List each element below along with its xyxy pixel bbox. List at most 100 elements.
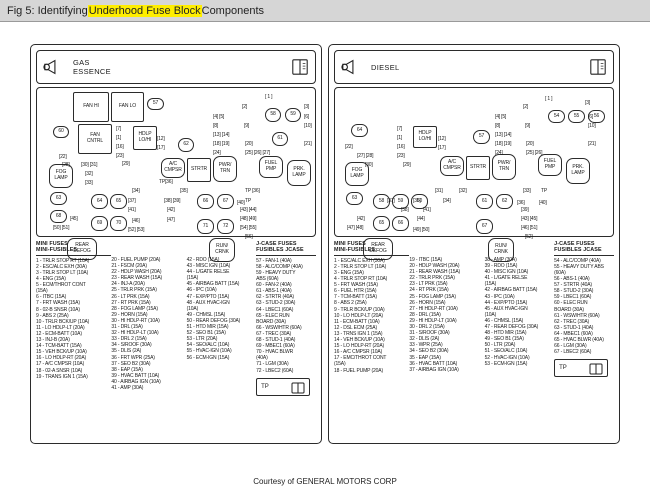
legend-column-3: 42 - RDO (15A) 43 - MISC IGN (10A) 44 - L/… <box>187 241 257 439</box>
cavity-label: [12] <box>438 136 446 142</box>
fuse-59-d[interactable]: 59 <box>392 194 409 209</box>
fuse-61[interactable]: 61 <box>272 132 288 146</box>
legend-item: (15A) <box>484 281 497 288</box>
fuse-55-d[interactable]: 55 <box>568 110 585 123</box>
legend-item: 34 - SEO B2 (30A) <box>409 348 449 355</box>
fuse-64-d[interactable]: 64 <box>351 124 368 137</box>
cavity-label: [52] [53] <box>128 227 145 233</box>
relay-label: STRTR <box>469 164 487 171</box>
fuse-61-d[interactable]: 61 <box>476 194 493 209</box>
fuse-56-d[interactable]: 56 <box>588 110 605 123</box>
fuse-62-d[interactable]: 62 <box>496 194 513 209</box>
pwr-trn-relay[interactable]: PWR/TRN <box>213 156 237 182</box>
pwr-trn-relay-d[interactable]: PWR/TRN <box>492 154 516 180</box>
fuse-64[interactable]: 64 <box>91 194 108 209</box>
legend-item: 52 - HVAC-IGN (10A) <box>484 354 530 361</box>
legend-item: 12 - ECM-BATT (10A) <box>36 330 82 337</box>
strtr-relay-d[interactable]: STRTR <box>466 156 490 180</box>
fuse-58[interactable]: 58 <box>265 108 281 122</box>
cavity-label: [39] <box>521 207 529 213</box>
ac-cmpsr-relay[interactable]: A/C CMPSR <box>161 158 185 178</box>
fuse-72[interactable]: 72 <box>217 219 234 234</box>
fuse-63-d[interactable]: 63 <box>346 192 363 205</box>
cavity-label: [18] [19] <box>495 141 512 147</box>
legend-item: 63 - STUD-2 (30A) <box>256 300 296 307</box>
fog-lamp-relay[interactable]: FOG LAMP <box>49 164 73 188</box>
legend-column-1: MINI FUSES MINI-FUSIBLES 1 - TRLR STOP RT … <box>36 241 112 439</box>
legend-item: 45 - AUX HVAC-IGN <box>484 305 528 312</box>
cavity-label: [52] <box>525 234 533 240</box>
fuse-65-d[interactable]: 65 <box>373 216 390 231</box>
relay-label: 64 <box>96 197 103 204</box>
cavity-label: [43] [45] <box>521 216 538 222</box>
legend-item: 5 - FRT WASH (15A) <box>334 282 378 289</box>
legend-item: BOARD (30A) <box>554 306 584 313</box>
fuse-66[interactable]: 66 <box>197 194 214 209</box>
legend-item: 44 - EXP/PTO (15A) <box>484 299 528 306</box>
fuse-63[interactable]: 63 <box>50 192 67 205</box>
legend-item: 60 - FAN-2 (40A) <box>256 282 292 289</box>
fog-lamp-relay-d[interactable]: FOG LAMP <box>345 162 369 186</box>
run-crnk-relay[interactable]: RUN/CRNK <box>209 238 235 262</box>
relay-label: FAN HI <box>83 103 99 110</box>
legend-item: 45 - AIRBAG BATT (15A) <box>186 281 240 288</box>
cavity-label: [46] <box>132 218 140 224</box>
hdlp-lo-hi-relay-d[interactable]: HDLP LO/HI <box>413 126 437 148</box>
relay-label: FOG <box>351 167 363 174</box>
fuse-66-d[interactable]: 66 <box>392 216 409 231</box>
legend-item: (15A) <box>36 288 48 295</box>
fuse-60[interactable]: 60 <box>53 126 69 138</box>
relay-label: 57 <box>152 100 159 107</box>
cavity-label: [33] <box>85 180 93 186</box>
fuse-67-d[interactable]: 67 <box>476 219 493 234</box>
fan-hi-relay[interactable]: FAN HI <box>73 92 109 122</box>
fuse-54-d[interactable]: 54 <box>548 110 565 123</box>
cavity-label: [24] <box>213 150 221 156</box>
run-crnk-relay-d[interactable]: RUN/CRNK <box>488 238 514 262</box>
prk-lamp-relay-d[interactable]: PRK. LAMP <box>566 158 590 184</box>
fuse-68[interactable]: 68 <box>50 210 67 223</box>
fuel-pmp-relay[interactable]: FUEL PMP <box>259 156 283 178</box>
cavity-label: [2] <box>242 104 247 110</box>
legend-item: 38 - EAP (15A) <box>111 366 143 373</box>
cavity-label: TP [36] <box>245 188 260 194</box>
hdlp-lo-hi-relay[interactable]: HDLP LO/HI <box>133 126 157 150</box>
fuse-69[interactable]: 69 <box>91 216 108 231</box>
fuse-67[interactable]: 67 <box>217 194 234 209</box>
fuse-70[interactable]: 70 <box>110 216 127 231</box>
relay-label: 67 <box>481 222 488 229</box>
fuse-71[interactable]: 71 <box>197 219 214 234</box>
cavity-label: [35] <box>180 188 188 194</box>
rear-defog-relay[interactable]: REAR DEFOG <box>67 238 97 260</box>
legend-item: 1 - ESC/ALC EXH (30A) <box>334 257 385 264</box>
legend-item: 3 - ENG (15A) <box>334 270 364 276</box>
relay-label: 63 <box>351 194 358 201</box>
fuse-65[interactable]: 65 <box>110 194 127 209</box>
fuse-57[interactable]: 57 <box>147 98 164 110</box>
fuse-57-d[interactable]: 57 <box>473 130 490 144</box>
legend-item: 37 - SEO B2 (30A) <box>111 360 151 367</box>
prk-lamp-relay[interactable]: PRK. LAMP <box>287 160 311 186</box>
legend-item: 20 - FUEL PUMP (20A) <box>111 257 161 263</box>
cavity-label: [46] [51] <box>521 225 538 231</box>
ac-cmpsr-relay-d[interactable]: A/C CMPSR <box>440 156 464 176</box>
legend-item: 18 - FUEL PUMP (20A) <box>334 367 383 374</box>
fuse-58-d[interactable]: 58 <box>373 194 390 209</box>
rear-defog-relay-d[interactable]: REAR DEFOG <box>363 238 393 260</box>
strtr-relay[interactable]: STRTR <box>187 158 211 182</box>
legend-item: 15 - LO HDLP-RT (20A) <box>334 343 385 350</box>
cavity-label: [45] <box>70 216 78 222</box>
legend-item: 23 - LT PRK (15A) <box>409 281 448 288</box>
fuse-block-panel-gas: GAS ESSENCE FAN HI FAN LO 57 60 FAN CNTRL HDLP LO… <box>30 44 322 444</box>
legend-item: 4 - TRLR STOP RT (10A) <box>334 276 388 283</box>
fuse-62[interactable]: 62 <box>178 138 194 152</box>
legend-item: 41 - AMP (30A) <box>111 384 144 391</box>
legend-column-4: J-CASE FUSES FUSIBLES JCASE 54 - ALC/COMP … <box>554 241 614 439</box>
legend-item: 51 - SEO/ALC (10A) <box>484 348 528 355</box>
fan-lo-relay[interactable]: FAN LO <box>111 92 144 122</box>
fuse-60-d[interactable]: 60 <box>411 194 428 209</box>
cavity-label: [3] <box>304 104 309 110</box>
fuel-pmp-relay-d[interactable]: FUEL PMP <box>538 154 562 176</box>
fan-cntrl-relay[interactable]: FAN CNTRL <box>78 124 112 154</box>
fuse-59[interactable]: 59 <box>285 108 301 122</box>
